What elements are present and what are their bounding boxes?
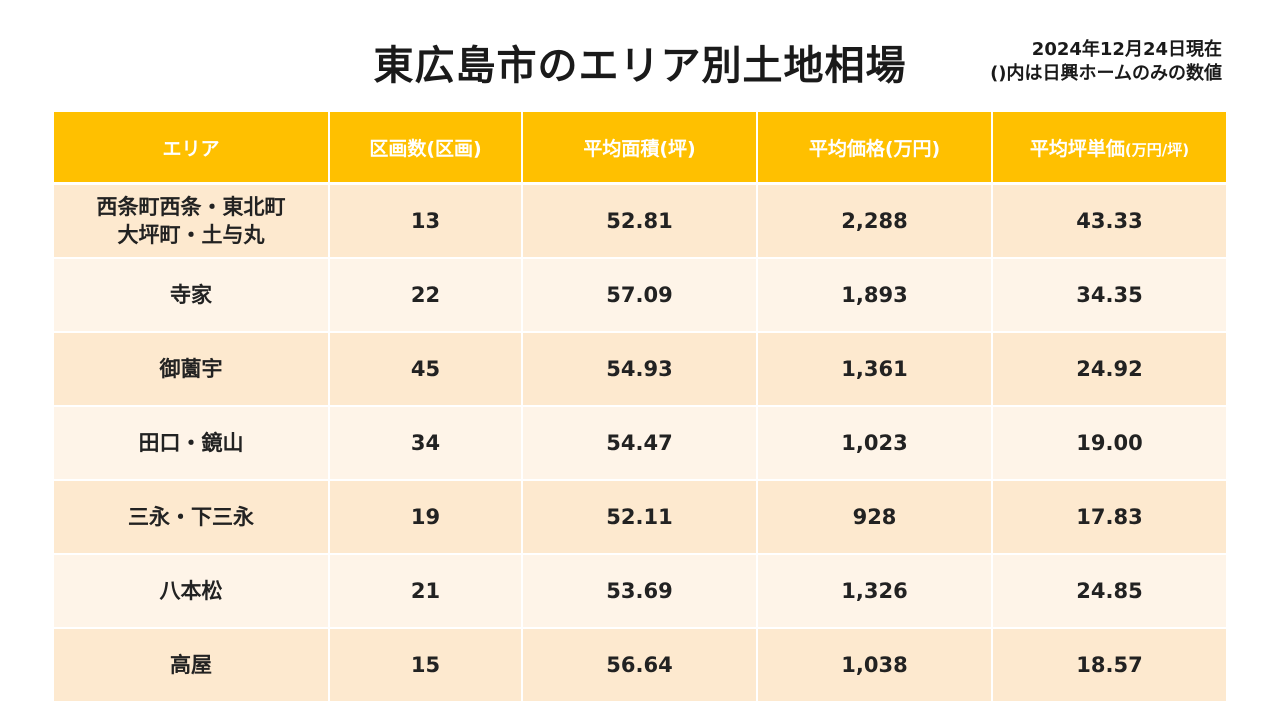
cell-avg-size: 57.09 — [522, 257, 758, 332]
cell-unit-price: 43.33 — [992, 182, 1226, 258]
cell-lots: 15 — [329, 627, 523, 701]
header-lots: 区画数(区画) — [329, 112, 523, 185]
cell-area: 田口・鏡山 — [54, 405, 330, 480]
cell-unit-price: 17.83 — [992, 479, 1226, 554]
cell-avg-price: 1,038 — [757, 627, 993, 701]
header-unit-price: 平均坪単価(万円/坪) — [992, 112, 1226, 185]
table-row: 御薗宇 45 54.93 1,361 24.92 — [54, 331, 1226, 406]
cell-avg-size: 52.81 — [522, 182, 758, 258]
cell-avg-price: 1,361 — [757, 331, 993, 406]
cell-unit-price: 24.92 — [992, 331, 1226, 406]
page-title: 東広島市のエリア別土地相場 — [373, 43, 907, 89]
note-block: 2024年12月24日現在 ()内は日興ホームのみの数値 — [990, 38, 1222, 86]
header-avg-size: 平均面積(坪) — [522, 112, 758, 185]
cell-avg-size: 53.69 — [522, 553, 758, 628]
cell-lots: 34 — [329, 405, 523, 480]
area-line-2: 大坪町・土与丸 — [117, 223, 265, 247]
cell-avg-size: 56.64 — [522, 627, 758, 701]
cell-avg-price: 2,288 — [757, 182, 993, 258]
cell-lots: 22 — [329, 257, 523, 332]
cell-unit-price: 34.35 — [992, 257, 1226, 332]
cell-unit-price: 18.57 — [992, 627, 1226, 701]
table-row: 西条町西条・東北町 大坪町・土与丸 13 52.81 2,288 43.33 — [54, 182, 1226, 258]
cell-area: 西条町西条・東北町 大坪町・土与丸 — [54, 182, 330, 258]
cell-avg-size: 52.11 — [522, 479, 758, 554]
cell-area: 三永・下三永 — [54, 479, 330, 554]
note-remark: ()内は日興ホームのみの数値 — [990, 63, 1222, 84]
cell-avg-price: 1,023 — [757, 405, 993, 480]
area-line-1: 西条町西条・東北町 — [96, 195, 286, 219]
table-row: 寺家 22 57.09 1,893 34.35 — [54, 257, 1226, 332]
cell-avg-price: 928 — [757, 479, 993, 554]
land-price-table: エリア 区画数(区画) 平均面積(坪) 平均価格(万円) 平均坪単価(万円/坪)… — [54, 112, 1226, 701]
header-unit-price-main: 平均坪単価 — [1029, 137, 1125, 160]
header-avg-price: 平均価格(万円) — [757, 112, 993, 185]
table-row: 高屋 15 56.64 1,038 18.57 — [54, 627, 1226, 701]
cell-lots: 21 — [329, 553, 523, 628]
table-header-row: エリア 区画数(区画) 平均面積(坪) 平均価格(万円) 平均坪単価(万円/坪) — [54, 112, 1226, 185]
header-area: エリア — [54, 112, 330, 185]
cell-lots: 13 — [329, 182, 523, 258]
cell-avg-price: 1,893 — [757, 257, 993, 332]
header-unit-price-unit: (万円/坪) — [1124, 140, 1190, 159]
cell-avg-size: 54.47 — [522, 405, 758, 480]
cell-avg-price: 1,326 — [757, 553, 993, 628]
cell-unit-price: 24.85 — [992, 553, 1226, 628]
cell-avg-size: 54.93 — [522, 331, 758, 406]
cell-lots: 45 — [329, 331, 523, 406]
cell-lots: 19 — [329, 479, 523, 554]
cell-area: 御薗宇 — [54, 331, 330, 406]
table-row: 田口・鏡山 34 54.47 1,023 19.00 — [54, 405, 1226, 480]
cell-unit-price: 19.00 — [992, 405, 1226, 480]
table-row: 三永・下三永 19 52.11 928 17.83 — [54, 479, 1226, 554]
table-row: 八本松 21 53.69 1,326 24.85 — [54, 553, 1226, 628]
as-of-date: 2024年12月24日現在 — [1031, 39, 1222, 60]
cell-area: 寺家 — [54, 257, 330, 332]
cell-area: 高屋 — [54, 627, 330, 701]
cell-area: 八本松 — [54, 553, 330, 628]
